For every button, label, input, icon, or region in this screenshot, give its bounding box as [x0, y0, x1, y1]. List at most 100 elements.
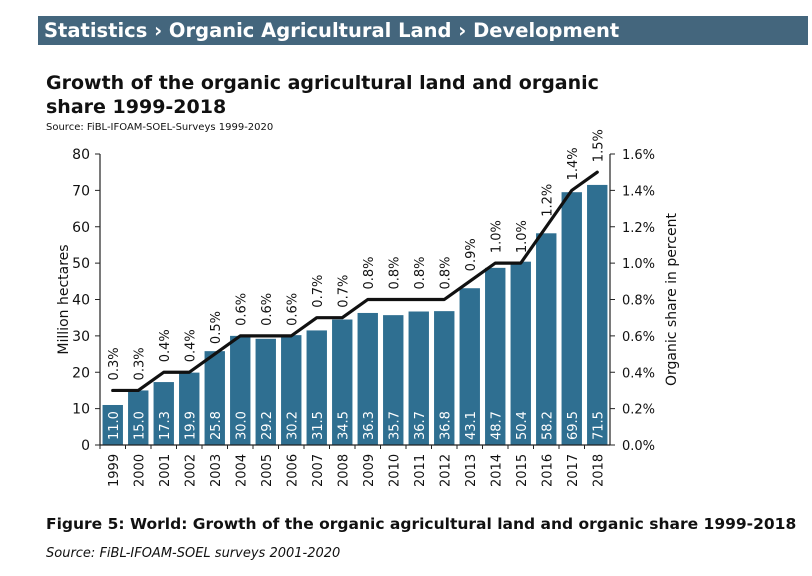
- bar-value-label: 30.2: [285, 411, 300, 440]
- bar: [408, 311, 429, 445]
- bar: [434, 311, 455, 445]
- bar: [306, 330, 327, 445]
- x-tick-label: 2010: [387, 454, 402, 487]
- x-tick-label: 2007: [311, 454, 326, 487]
- bar: [510, 261, 531, 445]
- bar-value-label: 50.4: [515, 411, 530, 440]
- bar-value-label: 36.7: [413, 411, 428, 440]
- bar: [281, 335, 302, 445]
- x-tick-label: 2002: [183, 454, 198, 487]
- bar-value-label: 36.8: [438, 411, 453, 440]
- x-tick-label: 2018: [591, 454, 606, 487]
- y2-tick-label: 0.2%: [622, 403, 655, 418]
- share-value-label: 0.9%: [464, 238, 479, 271]
- bar-value-label: 58.2: [540, 411, 555, 440]
- x-tick-label: 2008: [336, 454, 351, 487]
- bar: [459, 288, 480, 445]
- x-tick-label: 2001: [158, 454, 173, 487]
- bar-value-label: 19.9: [183, 411, 198, 440]
- bar: [179, 372, 200, 445]
- bar: [255, 338, 276, 445]
- share-value-label: 1.0%: [515, 220, 530, 253]
- y-tick-label: 60: [72, 220, 90, 236]
- y-tick-label: 40: [72, 293, 90, 309]
- x-tick-label: 2009: [362, 454, 377, 487]
- bar-value-label: 48.7: [489, 411, 504, 440]
- chart: 0 10 20 30 40 50 60 70 80 0.0% 0.2% 0.4% 0.6% 0.8% 1.0…: [56, 129, 680, 487]
- chart-source: Source: FiBL-IFOAM-SOEL-Surveys 1999-202…: [46, 122, 274, 133]
- bar: [561, 192, 582, 445]
- bar: [383, 315, 404, 445]
- share-value-label: 1.0%: [489, 220, 504, 253]
- bar-value-label: 15.0: [132, 411, 147, 440]
- share-value-label: 1.2%: [540, 184, 555, 217]
- x-tick-label: 2016: [540, 454, 555, 487]
- bar-value-label: 71.5: [591, 411, 606, 440]
- x-tick-label: 2017: [566, 454, 581, 487]
- bar-value-label: 11.0: [107, 411, 122, 440]
- x-tick-label: 2004: [234, 454, 249, 487]
- x-tick-label: 2012: [438, 454, 453, 487]
- bar: [204, 351, 225, 445]
- bar-value-label: 43.1: [464, 411, 479, 440]
- bar-value-label: 17.3: [158, 411, 173, 440]
- y2-axis-title: Organic share in percent: [664, 212, 680, 386]
- share-value-label: 0.4%: [183, 329, 198, 362]
- figure-caption: Figure 5: World: Growth of the organic a…: [46, 515, 797, 533]
- share-value-label: 0.4%: [158, 329, 173, 362]
- share-value-label: 0.7%: [336, 275, 351, 308]
- bar-value-label: 35.7: [387, 411, 402, 440]
- y-tick-label: 0: [81, 438, 90, 454]
- y2-tick-label: 0.4%: [622, 366, 655, 381]
- y-tick-label: 10: [72, 402, 90, 418]
- y2-tick-label: 1.0%: [622, 257, 655, 272]
- y-axis-title: Million hectares: [56, 244, 72, 354]
- x-tick-label: 2005: [260, 454, 275, 487]
- y2-tick-label: 0.0%: [622, 439, 655, 454]
- bar: [536, 233, 557, 445]
- bar-value-label: 30.0: [234, 411, 249, 440]
- y2-tick-label: 1.6%: [622, 148, 655, 163]
- share-value-label: 0.8%: [413, 256, 428, 289]
- bar: [357, 312, 378, 445]
- breadcrumb-header: Statistics › Organic Agricultural Land ›…: [38, 16, 808, 45]
- y-tick-label: 80: [72, 147, 90, 163]
- share-line: [111, 170, 599, 393]
- x-tick-label: 2000: [132, 454, 147, 487]
- share-value-label: 0.6%: [234, 293, 249, 326]
- share-value-label: 1.4%: [566, 147, 581, 180]
- chart-title: Growth of the organic agricultural land …: [46, 72, 599, 118]
- bar: [587, 184, 608, 445]
- y-tick-label: 50: [72, 256, 90, 272]
- bar-value-label: 31.5: [311, 411, 326, 440]
- x-tick-label: 2014: [489, 454, 504, 487]
- share-value-label: 0.3%: [107, 347, 122, 380]
- x-tick-label: 2003: [209, 454, 224, 487]
- x-tick-label: 2006: [285, 454, 300, 487]
- share-value-label: 0.6%: [260, 293, 275, 326]
- bar: [128, 390, 149, 445]
- bar-value-label: 36.3: [362, 411, 377, 440]
- bar-value-label: 29.2: [260, 411, 275, 440]
- share-value-label: 0.8%: [387, 256, 402, 289]
- y-tick-label: 30: [72, 329, 90, 345]
- bar: [332, 319, 353, 445]
- bar: [102, 404, 123, 445]
- y2-tick-label: 1.4%: [622, 184, 655, 199]
- bar-value-label: 34.5: [336, 411, 351, 440]
- bar: [485, 267, 506, 445]
- y2-tick-label: 0.8%: [622, 294, 655, 309]
- share-value-label: 0.8%: [438, 256, 453, 289]
- x-tick-label: 2011: [413, 454, 428, 487]
- bar: [153, 382, 174, 445]
- x-tick-label: 1999: [107, 454, 122, 487]
- share-value-label: 0.3%: [132, 347, 147, 380]
- y2-tick-label: 1.2%: [622, 221, 655, 236]
- y2-tick-label: 0.6%: [622, 330, 655, 345]
- y-tick-label: 70: [72, 183, 90, 199]
- x-tick-label: 2013: [464, 454, 479, 487]
- share-value-label: 0.6%: [285, 293, 300, 326]
- figure-source: Source: FiBL-IFOAM-SOEL surveys 2001-202…: [46, 546, 341, 561]
- x-tick-label: 2015: [515, 454, 530, 487]
- share-value-label: 0.5%: [209, 311, 224, 344]
